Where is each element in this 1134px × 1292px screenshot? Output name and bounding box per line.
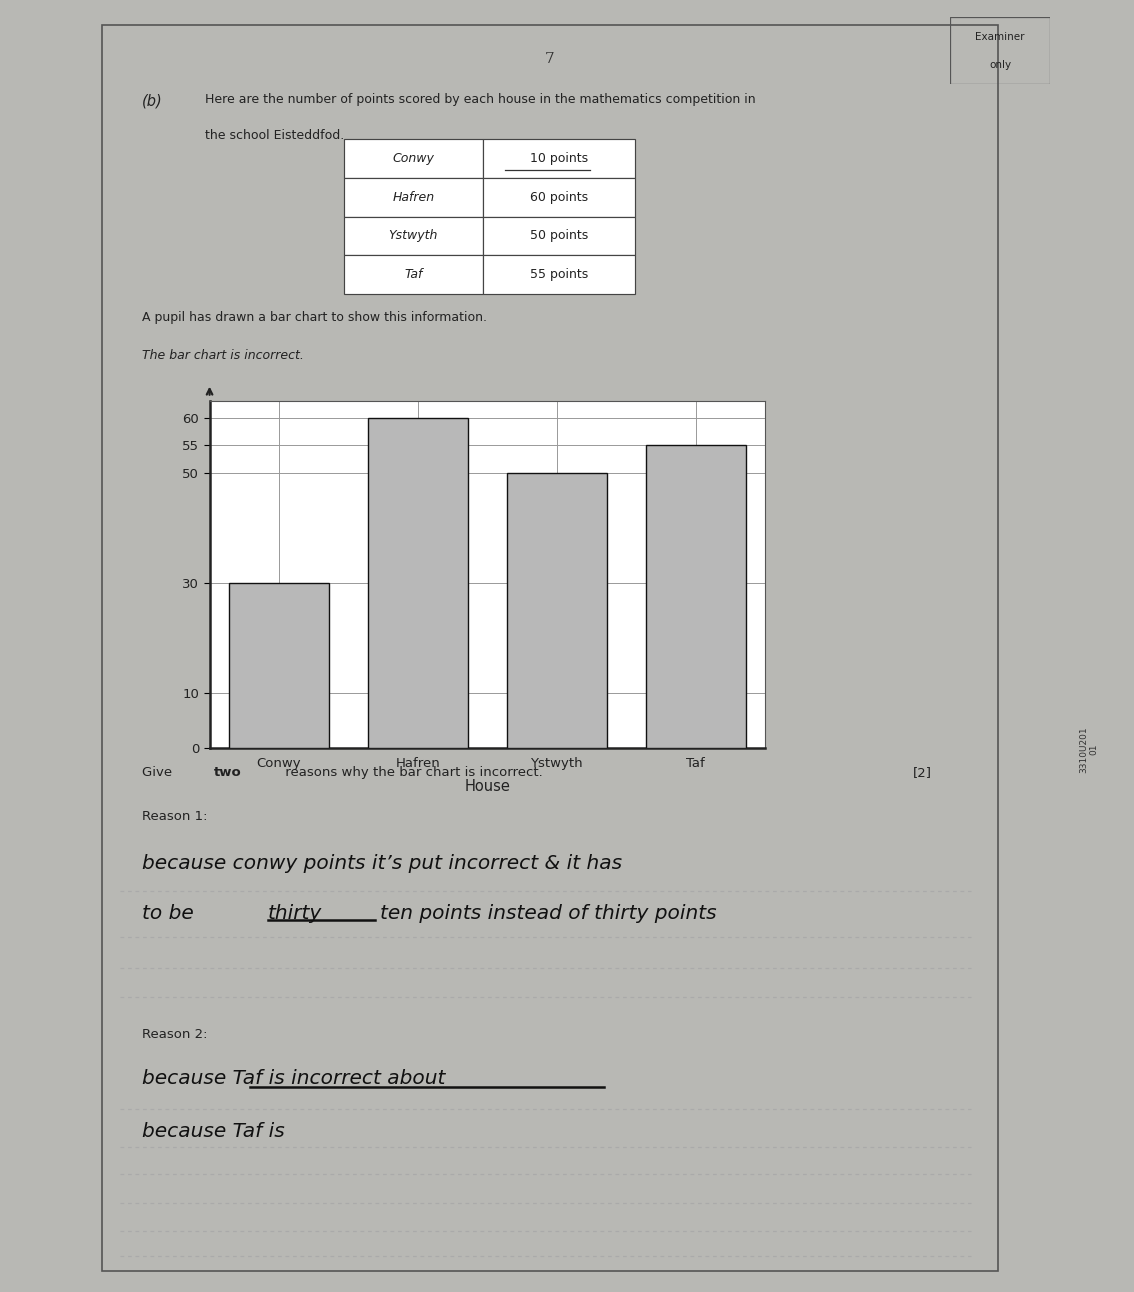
Text: (b): (b) — [143, 93, 163, 109]
Text: 60 points: 60 points — [530, 191, 589, 204]
Bar — [483, 217, 635, 256]
Text: thirty: thirty — [268, 903, 322, 922]
Text: The bar chart is incorrect.: The bar chart is incorrect. — [143, 349, 304, 362]
Text: Hafren: Hafren — [392, 191, 434, 204]
Text: Here are the number of points scored by each house in the mathematics competitio: Here are the number of points scored by … — [205, 93, 755, 106]
Text: two: two — [214, 766, 242, 779]
Bar — [367, 417, 468, 748]
Text: 55 points: 55 points — [530, 267, 589, 282]
Bar — [344, 217, 483, 256]
Bar — [483, 178, 635, 217]
Text: the school Eisteddfod.: the school Eisteddfod. — [205, 129, 345, 142]
Bar — [344, 256, 483, 293]
Text: Reason 2:: Reason 2: — [143, 1028, 208, 1041]
Bar — [229, 583, 329, 748]
Text: 10 points: 10 points — [530, 152, 589, 165]
Text: [2]: [2] — [913, 766, 932, 779]
X-axis label: House: House — [464, 779, 510, 793]
Text: Ystwyth: Ystwyth — [389, 230, 438, 243]
Text: only: only — [989, 61, 1012, 71]
Text: Conwy: Conwy — [392, 152, 434, 165]
Text: ten points instead of thirty points: ten points instead of thirty points — [380, 903, 717, 922]
Text: 7: 7 — [545, 52, 555, 66]
Text: because conwy points it’s put incorrect & it has: because conwy points it’s put incorrect … — [143, 854, 623, 872]
Bar — [483, 256, 635, 293]
Text: because Taf is: because Taf is — [143, 1121, 285, 1141]
Text: A pupil has drawn a bar chart to show this information.: A pupil has drawn a bar chart to show th… — [143, 311, 488, 324]
Text: Give: Give — [143, 766, 177, 779]
Bar — [344, 178, 483, 217]
Text: to be: to be — [143, 903, 201, 922]
Text: Taf: Taf — [404, 267, 423, 282]
Text: reasons why the bar chart is incorrect.: reasons why the bar chart is incorrect. — [281, 766, 543, 779]
Bar — [507, 473, 607, 748]
Text: Examiner: Examiner — [975, 31, 1025, 41]
Text: Reason 1:: Reason 1: — [143, 810, 208, 823]
Bar — [483, 140, 635, 178]
Text: 3310U201
01: 3310U201 01 — [1078, 726, 1099, 773]
Text: because Taf is incorrect about: because Taf is incorrect about — [143, 1070, 446, 1088]
Bar — [645, 444, 745, 748]
Text: 50 points: 50 points — [530, 230, 589, 243]
Bar — [344, 140, 483, 178]
